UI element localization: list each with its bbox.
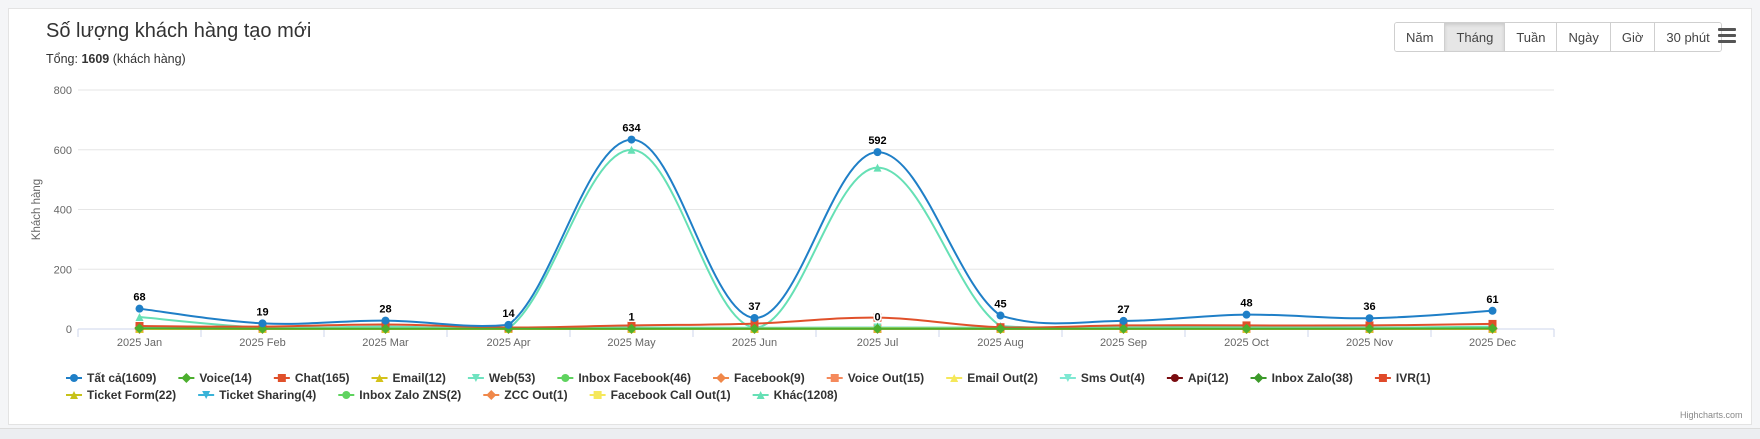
- legend-label: Inbox Zalo ZNS(2): [359, 388, 461, 402]
- data-label: 14: [502, 308, 515, 320]
- data-point: [382, 317, 390, 325]
- series-line: [140, 140, 1493, 326]
- data-point: [1489, 307, 1497, 315]
- legend-symbol-marker: [1254, 373, 1264, 383]
- data-point: [1243, 311, 1251, 319]
- data-label: 37: [748, 301, 760, 313]
- data-point: [751, 314, 759, 322]
- legend-item[interactable]: Ticket Sharing(4): [198, 388, 316, 402]
- y-tick-label: 600: [54, 145, 72, 157]
- legend-symbol-marker: [181, 373, 191, 383]
- legend-label: Tất cả(1609): [87, 371, 156, 385]
- x-tick-label: 2025 Mar: [362, 337, 409, 349]
- legend-item[interactable]: Email(12): [372, 371, 446, 385]
- data-point: [1120, 317, 1128, 325]
- x-tick-label: 2025 Feb: [239, 337, 285, 349]
- legend-label: Inbox Facebook(46): [578, 371, 691, 385]
- legend-item[interactable]: Facebook(9): [713, 371, 805, 385]
- legend-label: ZCC Out(1): [504, 388, 567, 402]
- legend-item[interactable]: Web(53): [468, 371, 535, 385]
- legend-label: Inbox Zalo(38): [1272, 371, 1353, 385]
- data-point: [997, 312, 1005, 320]
- x-tick-label: 2025 Oct: [1224, 337, 1269, 349]
- x-tick-label: 2025 Aug: [977, 337, 1024, 349]
- y-axis-title: Khách hàng: [31, 179, 43, 240]
- legend-symbol-marker: [342, 391, 350, 399]
- data-label: 0: [874, 312, 880, 324]
- series-line: [140, 150, 1493, 329]
- legend-symbol-marker: [70, 374, 78, 382]
- x-tick-label: 2025 Apr: [486, 337, 530, 349]
- y-tick-label: 200: [54, 264, 72, 276]
- legend-item[interactable]: Inbox Zalo(38): [1251, 371, 1353, 385]
- legend-item[interactable]: Email Out(2): [946, 371, 1038, 385]
- data-label: 68: [133, 292, 145, 304]
- legend-symbol-marker: [594, 391, 602, 399]
- data-point: [1366, 314, 1374, 322]
- data-point: [259, 319, 267, 327]
- data-label: 634: [622, 123, 641, 135]
- data-label: 19: [256, 306, 268, 318]
- legend-label: Web(53): [489, 371, 535, 385]
- x-tick-label: 2025 Dec: [1469, 337, 1517, 349]
- legend-item[interactable]: Facebook Call Out(1): [590, 388, 731, 402]
- data-label: 1: [628, 312, 634, 324]
- legend-label: IVR(1): [1396, 371, 1431, 385]
- x-tick-label: 2025 May: [607, 337, 656, 349]
- legend-item[interactable]: Inbox Zalo ZNS(2): [338, 388, 461, 402]
- x-tick-label: 2025 Nov: [1346, 337, 1394, 349]
- legend-symbol-marker: [486, 390, 496, 400]
- legend-symbol-marker: [1171, 374, 1179, 382]
- legend-item[interactable]: Sms Out(4): [1060, 371, 1145, 385]
- data-label: 28: [379, 304, 391, 316]
- legend-label: Email Out(2): [967, 371, 1038, 385]
- legend-symbol-marker: [278, 374, 286, 382]
- legend-symbol-marker: [831, 374, 839, 382]
- legend-label: Email(12): [393, 371, 446, 385]
- data-label: 36: [1363, 301, 1375, 313]
- y-tick-label: 0: [66, 324, 72, 336]
- data-label: 45: [994, 299, 1006, 311]
- data-label: 27: [1117, 304, 1129, 316]
- legend-label: Ticket Sharing(4): [219, 388, 316, 402]
- y-tick-label: 400: [54, 205, 72, 217]
- x-tick-label: 2025 Jun: [732, 337, 777, 349]
- legend-label: Voice(14): [199, 371, 251, 385]
- legend-label: Api(12): [1188, 371, 1229, 385]
- x-tick-label: 2025 Sep: [1100, 337, 1147, 349]
- data-point: [136, 305, 144, 313]
- legend-label: Chat(165): [295, 371, 350, 385]
- credits-link[interactable]: Highcharts.com: [1680, 410, 1743, 420]
- legend-item[interactable]: Ticket Form(22): [66, 388, 176, 402]
- data-point: [874, 148, 882, 156]
- legend-label: Ticket Form(22): [87, 388, 176, 402]
- legend-item[interactable]: Voice Out(15): [827, 371, 924, 385]
- legend-label: Sms Out(4): [1081, 371, 1145, 385]
- x-tick-label: 2025 Jul: [857, 337, 899, 349]
- legend-symbol-marker: [716, 373, 726, 383]
- data-point: [505, 321, 513, 329]
- legend-label: Voice Out(15): [848, 371, 924, 385]
- y-tick-label: 800: [54, 85, 72, 97]
- x-tick-label: 2025 Jan: [117, 337, 162, 349]
- data-label: 61: [1486, 294, 1498, 306]
- legend-item[interactable]: Khác(1208): [753, 388, 838, 402]
- legend-item[interactable]: Tất cả(1609): [66, 371, 156, 385]
- data-point: [628, 136, 636, 144]
- legend-symbol-marker: [1379, 374, 1387, 382]
- legend-item[interactable]: Inbox Facebook(46): [557, 371, 691, 385]
- legend-label: Khác(1208): [774, 388, 838, 402]
- legend-label: Facebook Call Out(1): [611, 388, 731, 402]
- legend-label: Facebook(9): [734, 371, 805, 385]
- data-label: 592: [868, 135, 886, 147]
- data-label: 48: [1240, 298, 1252, 310]
- legend-symbol-marker: [561, 374, 569, 382]
